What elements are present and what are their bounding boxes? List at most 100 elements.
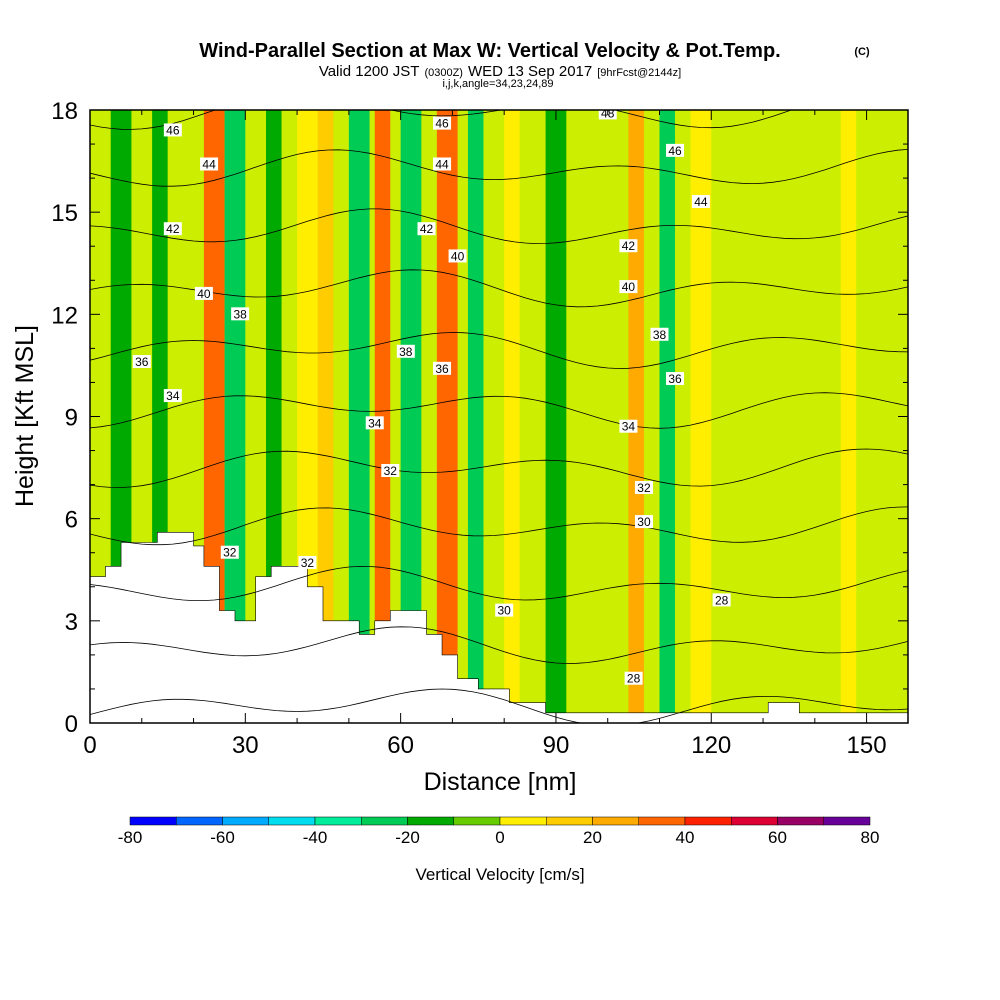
colorbar-segment — [222, 816, 269, 826]
contour-label-text: 34 — [166, 389, 180, 403]
colorbar: -80 -60 -40 -20 0 20 40 60 80 — [118, 816, 880, 847]
contour-label-bg — [495, 603, 514, 617]
contour-label-bg — [634, 515, 653, 529]
contour-label-text: 46 — [668, 144, 682, 158]
colorbar-segment — [777, 816, 824, 826]
contour-label-text: 44 — [202, 157, 216, 171]
velocity-band — [436, 110, 458, 723]
forecast-info: [9hrFcst@2144z] — [597, 67, 681, 79]
contour-label-bg — [691, 194, 710, 208]
contour-label-bg — [433, 116, 452, 130]
isotherm-line — [90, 392, 908, 429]
y-axis-label: Height [Kft MSL] — [11, 325, 39, 507]
contour-label: 34 — [163, 389, 182, 403]
contour-label: 34 — [365, 416, 384, 430]
contour-label: 28 — [712, 593, 731, 607]
x-tick-label: 120 — [691, 732, 731, 759]
colorbar-tick-label: 20 — [583, 828, 602, 847]
colorbar-tick-label: -80 — [118, 828, 143, 847]
colorbar-tick-label: -20 — [395, 828, 420, 847]
contour-label-text: 48 — [601, 106, 615, 120]
contour-label: 40 — [619, 280, 638, 294]
contour-label-text: 44 — [435, 157, 449, 171]
contour-label-bg — [220, 545, 239, 559]
y-tick-label: 0 — [65, 711, 78, 738]
contour-label: 36 — [666, 372, 685, 386]
contour-label-text: 42 — [420, 222, 434, 236]
y-tick-label: 9 — [65, 405, 78, 432]
grid-indices: i,j,k,angle=34,23,24,89 — [442, 78, 553, 90]
colorbar-tick-label: 80 — [861, 828, 880, 847]
contour-label-bg — [433, 157, 452, 171]
contour-label-text: 40 — [197, 287, 211, 301]
colorbar-segment — [684, 816, 732, 826]
y-tick-label: 18 — [51, 98, 78, 125]
contour-label: 30 — [495, 603, 514, 618]
valid-date: WED 13 Sep 2017 — [468, 63, 592, 80]
contour-label-text: 32 — [223, 546, 237, 560]
y-tick-label: 6 — [65, 507, 78, 534]
contour-label-text: 44 — [694, 195, 708, 209]
colorbar-tick-label: 60 — [768, 828, 787, 847]
potential-temperature-contours — [90, 110, 908, 723]
colorbar-tick-label: -40 — [303, 828, 328, 847]
contour-label-text: 32 — [301, 556, 315, 570]
contour-label-bg — [619, 280, 638, 294]
contour-label-text: 40 — [622, 280, 636, 294]
x-tick-label: 60 — [387, 732, 414, 759]
contour-label-bg — [448, 249, 467, 263]
velocity-band — [690, 110, 712, 723]
contour-label-text: 38 — [399, 345, 413, 359]
colorbar-tick-label: 0 — [495, 828, 504, 847]
contour-label: 30 — [634, 515, 653, 529]
contour-label: 38 — [396, 344, 415, 359]
colorbar-tick-label: 40 — [676, 828, 695, 847]
colorbar-segment — [176, 816, 223, 826]
contour-label: 28 — [624, 671, 643, 686]
colorbar-segment — [453, 816, 501, 826]
valid-zulu: (0300Z) — [424, 67, 463, 79]
x-axis-label: Distance [nm] — [424, 768, 577, 796]
y-tick-label: 15 — [51, 200, 78, 227]
contour-label-bg — [163, 222, 182, 236]
contour-label-bg — [417, 222, 436, 236]
velocity-band — [659, 110, 676, 723]
colorbar-tick-label: -60 — [210, 828, 235, 847]
contour-label-text: 34 — [368, 416, 382, 430]
contour-label-bg — [619, 239, 638, 253]
contour-label-bg — [650, 327, 669, 341]
contour-label-text: 30 — [497, 604, 511, 618]
contour-label-bg — [619, 419, 638, 433]
colorbar-segment — [546, 816, 593, 826]
contour-label-bg — [712, 593, 731, 607]
contour-label: 42 — [417, 222, 436, 236]
isotherm-line — [90, 565, 908, 601]
isotherm-line — [90, 332, 908, 369]
contour-label: 36 — [132, 355, 151, 369]
contour-label: 46 — [163, 123, 182, 137]
contour-label-text: 32 — [384, 464, 398, 478]
contour-label: 38 — [650, 327, 669, 342]
contour-label: 44 — [691, 194, 710, 209]
velocity-band — [400, 110, 422, 723]
contour-label: 46 — [433, 116, 452, 131]
copyright-mark: (C) — [854, 46, 870, 58]
contour-label: 42 — [163, 222, 182, 236]
x-tick-label: 0 — [83, 732, 96, 759]
contour-label-bg — [666, 372, 685, 386]
contour-label-text: 46 — [166, 123, 180, 137]
colorbar-segment — [499, 816, 547, 826]
contour-label: 40 — [448, 249, 467, 263]
y-tick-label: 12 — [51, 302, 78, 329]
isotherm-line — [90, 208, 908, 245]
colorbar-segment — [314, 816, 362, 826]
colorbar-label: Vertical Velocity [cm/s] — [415, 865, 584, 884]
contour-label-bg — [163, 389, 182, 403]
contour-label: 32 — [298, 555, 317, 570]
x-tick-label: 30 — [232, 732, 259, 759]
isotherm-line — [90, 149, 908, 187]
isotherm-line — [90, 506, 908, 546]
